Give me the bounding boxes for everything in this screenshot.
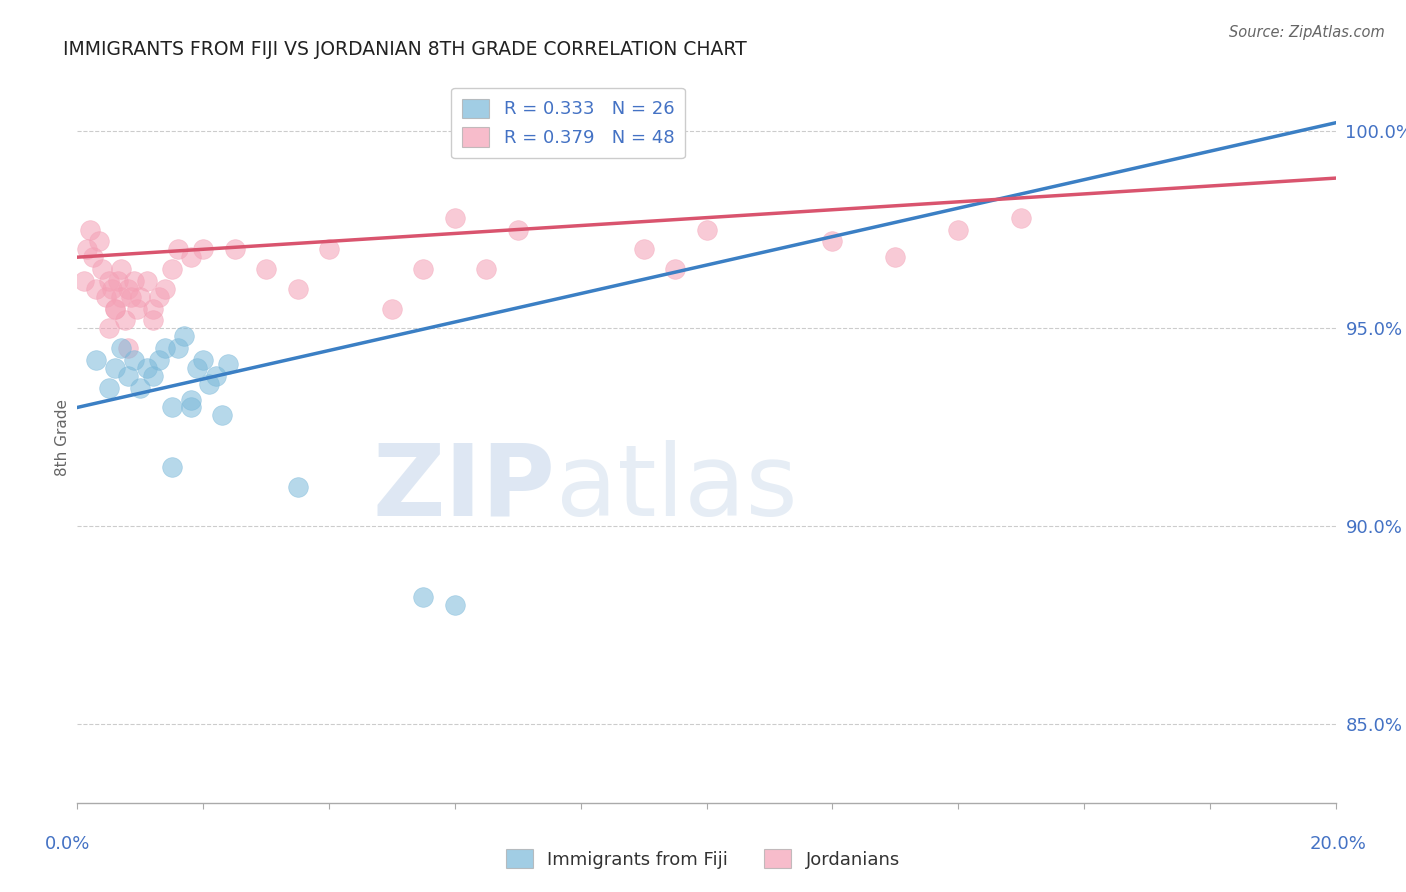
Point — [104, 360, 127, 375]
Point — [117, 282, 139, 296]
Point — [444, 211, 467, 225]
Point — [160, 262, 183, 277]
Text: 0.0%: 0.0% — [45, 835, 90, 853]
Point — [122, 274, 145, 288]
Point — [254, 262, 277, 277]
Point — [204, 368, 226, 383]
Point — [318, 242, 340, 256]
Point — [84, 353, 107, 368]
Point — [191, 242, 215, 256]
Point — [129, 381, 152, 395]
Point — [155, 282, 177, 296]
Text: ZIP: ZIP — [373, 440, 555, 537]
Point — [167, 341, 190, 355]
Text: atlas: atlas — [555, 440, 797, 537]
Point — [180, 401, 202, 415]
Point — [120, 290, 142, 304]
Point — [217, 357, 239, 371]
Y-axis label: 8th Grade: 8th Grade — [55, 399, 70, 475]
Point — [129, 290, 152, 304]
Point — [287, 479, 309, 493]
Text: Source: ZipAtlas.com: Source: ZipAtlas.com — [1229, 25, 1385, 40]
Legend: R = 0.333   N = 26, R = 0.379   N = 48: R = 0.333 N = 26, R = 0.379 N = 48 — [451, 87, 685, 158]
Point — [160, 401, 183, 415]
Point — [180, 250, 202, 264]
Point — [224, 242, 246, 256]
Point — [94, 290, 117, 304]
Point — [148, 290, 170, 304]
Point — [633, 242, 655, 256]
Point — [135, 360, 157, 375]
Point — [664, 262, 686, 277]
Point — [97, 381, 120, 395]
Text: 20.0%: 20.0% — [1310, 835, 1367, 853]
Point — [107, 274, 129, 288]
Point — [110, 262, 132, 277]
Point — [91, 262, 114, 277]
Point — [117, 368, 139, 383]
Point — [186, 360, 208, 375]
Point — [142, 368, 165, 383]
Point — [155, 341, 177, 355]
Point — [110, 290, 132, 304]
Point — [475, 262, 498, 277]
Point — [114, 313, 136, 327]
Point — [104, 301, 127, 316]
Point — [79, 222, 101, 236]
Point — [89, 235, 111, 249]
Point — [104, 301, 127, 316]
Point — [142, 313, 165, 327]
Point — [160, 459, 183, 474]
Point — [173, 329, 195, 343]
Point — [101, 282, 124, 296]
Point — [696, 222, 718, 236]
Point — [110, 341, 132, 355]
Point — [122, 353, 145, 368]
Point — [821, 235, 844, 249]
Point — [82, 250, 104, 264]
Point — [287, 282, 309, 296]
Point — [135, 274, 157, 288]
Point — [180, 392, 202, 407]
Legend: Immigrants from Fiji, Jordanians: Immigrants from Fiji, Jordanians — [499, 841, 907, 876]
Point — [148, 353, 170, 368]
Point — [167, 242, 190, 256]
Point — [117, 341, 139, 355]
Point — [948, 222, 970, 236]
Point — [506, 222, 529, 236]
Point — [412, 262, 434, 277]
Point — [198, 376, 221, 391]
Point — [72, 274, 94, 288]
Point — [76, 242, 98, 256]
Point — [97, 321, 120, 335]
Text: IMMIGRANTS FROM FIJI VS JORDANIAN 8TH GRADE CORRELATION CHART: IMMIGRANTS FROM FIJI VS JORDANIAN 8TH GR… — [63, 40, 747, 59]
Point — [127, 301, 149, 316]
Point — [884, 250, 907, 264]
Point — [381, 301, 404, 316]
Point — [211, 409, 233, 423]
Point — [142, 301, 165, 316]
Point — [97, 274, 120, 288]
Point — [412, 591, 434, 605]
Point — [1010, 211, 1032, 225]
Point — [191, 353, 215, 368]
Point — [84, 282, 107, 296]
Point — [444, 598, 467, 612]
